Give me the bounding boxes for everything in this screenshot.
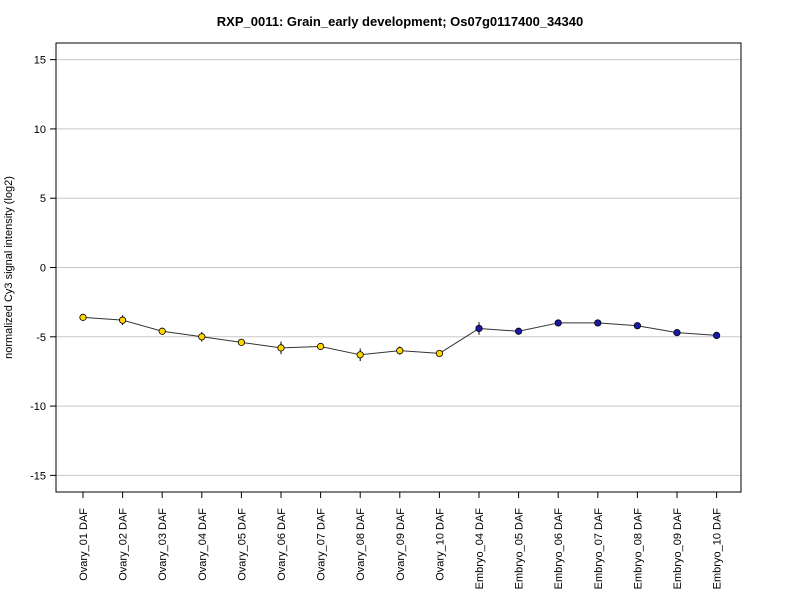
x-tick-label: Embryo_06 DAF [553,508,565,590]
data-point [277,344,285,352]
x-axis: Ovary_01 DAF Ovary_02 DAF Ovary_03 DAF Ovar… [78,492,724,589]
x-tick-label: Ovary_01 DAF [78,508,90,581]
y-tick-label: 5 [40,193,46,205]
series-line-segment [201,336,242,343]
y-tick-label: 0 [40,263,46,275]
data-point [554,319,562,327]
data-point [237,338,245,346]
series-line-segment [676,332,717,336]
series-line-segment [82,316,123,321]
series-line-segment [360,350,400,356]
series-line-segment [439,328,480,354]
y-tick-label: -15 [30,470,46,482]
grid-lines [56,59,741,476]
data-point [475,324,483,333]
x-tick-label: Ovary_10 DAF [434,508,446,581]
y-axis-title: normalized Cy3 signal intensity (log2) [3,176,15,359]
chart-title: RXP_0011: Grain_early development; Os07g… [216,14,584,29]
x-tick-label: Ovary_06 DAF [276,508,288,581]
y-tick-label: 10 [34,124,46,136]
series-line-segment [597,322,638,327]
data-point [673,329,681,337]
data-points [79,313,721,359]
data-point [198,333,206,341]
series-line-segment [399,350,440,354]
data-point [396,347,404,355]
data-point [79,313,87,321]
x-tick-label: Ovary_09 DAF [395,508,407,581]
data-point [356,351,364,359]
x-tick-label: Ovary_07 DAF [316,508,328,581]
data-point [119,316,127,324]
x-tick-label: Embryo_05 DAF [514,508,526,590]
data-point [435,349,443,358]
series-line-segment [320,346,361,356]
series-line-segment [280,345,321,349]
x-tick-label: Embryo_04 DAF [474,508,486,590]
series-line-segment [478,327,519,332]
series-line-segment [518,322,559,332]
data-point [633,322,642,330]
series-line-layer [82,316,717,356]
data-point [712,331,721,340]
y-tick-label: -5 [36,332,46,344]
x-tick-label: Embryo_07 DAF [593,508,605,590]
data-point [158,327,166,335]
data-point [316,342,325,351]
y-tick-label: -10 [30,401,46,413]
x-tick-label: Ovary_08 DAF [355,508,367,581]
data-point [594,319,602,327]
series-line-segment [241,341,282,349]
x-tick-label: Ovary_05 DAF [236,508,248,581]
x-tick-label: Ovary_04 DAF [197,508,209,581]
data-point [514,327,523,335]
series-line-segment [122,319,163,332]
y-axis: -15 -10 -5 0 5 10 15 [30,55,56,482]
series-line-segment [162,330,202,338]
x-tick-label: Embryo_09 DAF [672,508,684,590]
series-line-segment [637,325,678,334]
x-tick-label: Ovary_02 DAF [118,508,130,581]
y-tick-label: 15 [34,55,46,67]
x-tick-label: Embryo_08 DAF [632,508,644,590]
x-tick-label: Embryo_10 DAF [712,508,724,590]
x-tick-label: Ovary_03 DAF [157,508,169,581]
